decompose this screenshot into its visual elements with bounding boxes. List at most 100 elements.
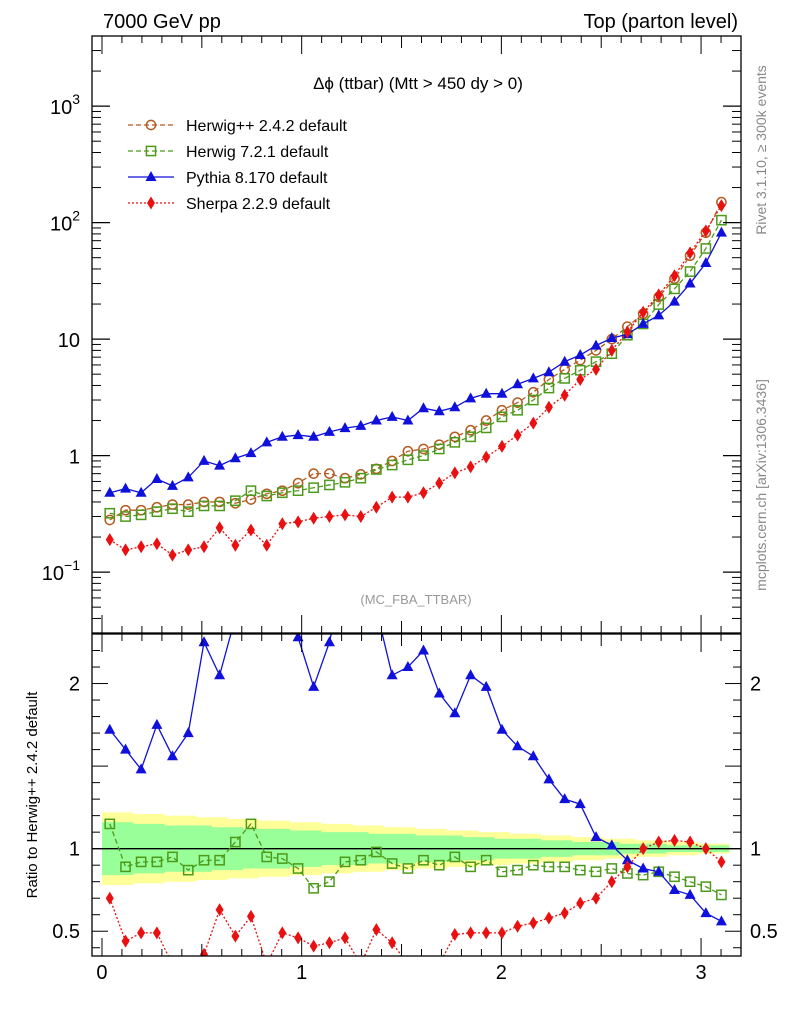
ratio-data-point — [543, 861, 555, 873]
ratio-series-0 — [104, 818, 727, 901]
ratio-data-point — [182, 727, 194, 738]
main-data-point — [592, 362, 601, 376]
ratio-data-point — [590, 831, 602, 842]
main-series-line — [109, 201, 723, 521]
main-data-point — [418, 450, 429, 461]
main-data-point — [480, 422, 492, 434]
main-data-point — [433, 443, 445, 455]
ratio-data-point — [121, 934, 130, 948]
ratio-data-point — [261, 554, 272, 564]
main-data-point — [417, 402, 429, 413]
header-energy-label: 7000 GeV pp — [103, 11, 221, 33]
ratio-data-point — [623, 860, 632, 874]
ratio-data-point — [669, 883, 681, 894]
ratio-data-point — [325, 936, 334, 950]
ratio-data-point — [404, 958, 412, 971]
main-data-point — [700, 243, 712, 254]
ratio-data-point — [512, 864, 523, 876]
main-data-point — [465, 431, 476, 443]
main-data-point — [229, 452, 241, 463]
ratio-y-tick-label: 0.5 — [52, 921, 80, 943]
main-data-point — [372, 500, 381, 514]
ratio-series-1 — [104, 554, 727, 926]
ratio-data-point — [527, 859, 539, 871]
ratio-data-point — [355, 578, 366, 588]
legend-entry: Sherpa 2.2.9 default — [186, 196, 331, 213]
main-data-point — [182, 471, 194, 482]
ratio-data-point — [637, 862, 649, 873]
ratio-data-point — [355, 854, 367, 866]
ratio-data-point — [388, 936, 397, 950]
main-data-point — [623, 325, 632, 339]
main-data-point — [120, 482, 132, 493]
main-data-point — [261, 436, 273, 447]
ratio-data-point — [433, 859, 445, 871]
main-data-point — [276, 487, 288, 499]
ratio-data-point — [200, 947, 209, 956]
main-data-point — [513, 428, 522, 442]
main-plot: 10−1 1 10 102 103 Δϕ (ttbar) (Mtt > 450 dy >… — [42, 35, 742, 634]
ratio-data-point — [245, 818, 257, 830]
main-data-point — [292, 485, 304, 497]
main-data-point — [402, 454, 414, 466]
y-tick-label: 103 — [50, 91, 80, 119]
ratio-data-point — [357, 958, 365, 971]
ratio-data-point — [261, 851, 273, 863]
main-data-point — [433, 405, 445, 416]
x-tick-label: 3 — [695, 962, 706, 984]
legend-marker — [145, 171, 157, 181]
main-data-point — [214, 500, 225, 512]
ratio-data-point — [323, 636, 335, 647]
legend-marker — [147, 196, 155, 210]
main-data-point — [198, 454, 210, 465]
ratio-data-point — [215, 903, 224, 917]
main-data-point — [527, 394, 539, 406]
ratio-data-point — [151, 856, 163, 868]
ratio-data-point — [386, 858, 398, 869]
ratio-y-tick-label: 1 — [69, 839, 80, 861]
main-data-point — [292, 477, 304, 489]
main-data-point — [559, 364, 571, 375]
main-data-point — [308, 482, 320, 494]
ratio-data-point — [700, 907, 712, 918]
main-data-point — [278, 517, 287, 531]
main-data-point — [559, 355, 571, 366]
ratio-data-point — [294, 931, 303, 945]
ratio-data-point — [418, 854, 429, 866]
ratio-data-point — [527, 750, 539, 761]
ratio-data-point — [308, 680, 320, 691]
main-series-2 — [104, 226, 727, 497]
main-data-point — [653, 309, 665, 320]
main-data-point — [356, 510, 365, 524]
main-frame — [91, 35, 742, 634]
main-data-point — [450, 466, 459, 480]
main-data-point — [435, 476, 444, 490]
mcplots-reference-label: mcplots.cern.ch [arXiv:1306.3436] — [753, 379, 769, 591]
main-data-point — [261, 490, 273, 502]
main-data-point — [388, 490, 397, 504]
ratio-data-point — [135, 763, 147, 774]
ratio-data-point — [198, 636, 210, 647]
ratio-data-point — [480, 854, 492, 866]
main-data-point — [325, 510, 334, 524]
main-data-point — [137, 540, 146, 554]
ratio-data-point — [182, 864, 194, 876]
main-data-point — [419, 486, 428, 500]
ratio-data-point — [670, 833, 679, 847]
ratio-data-point — [339, 856, 351, 868]
main-data-point — [135, 486, 147, 497]
main-data-point — [200, 540, 209, 554]
main-data-point — [152, 537, 161, 551]
main-data-point — [716, 214, 727, 226]
main-data-point — [527, 372, 539, 383]
main-watermark: (MC_FBA_TTBAR) — [360, 592, 471, 607]
main-data-point — [182, 499, 194, 510]
legend-marker — [145, 119, 157, 131]
main-data-point — [120, 504, 131, 516]
rivet-version-label: Rivet 3.1.10, ≥ 300k events — [753, 65, 769, 235]
main-data-point — [230, 495, 241, 507]
main-data-point — [684, 277, 696, 288]
main-data-point — [151, 506, 163, 518]
ratio-data-point — [137, 926, 146, 940]
